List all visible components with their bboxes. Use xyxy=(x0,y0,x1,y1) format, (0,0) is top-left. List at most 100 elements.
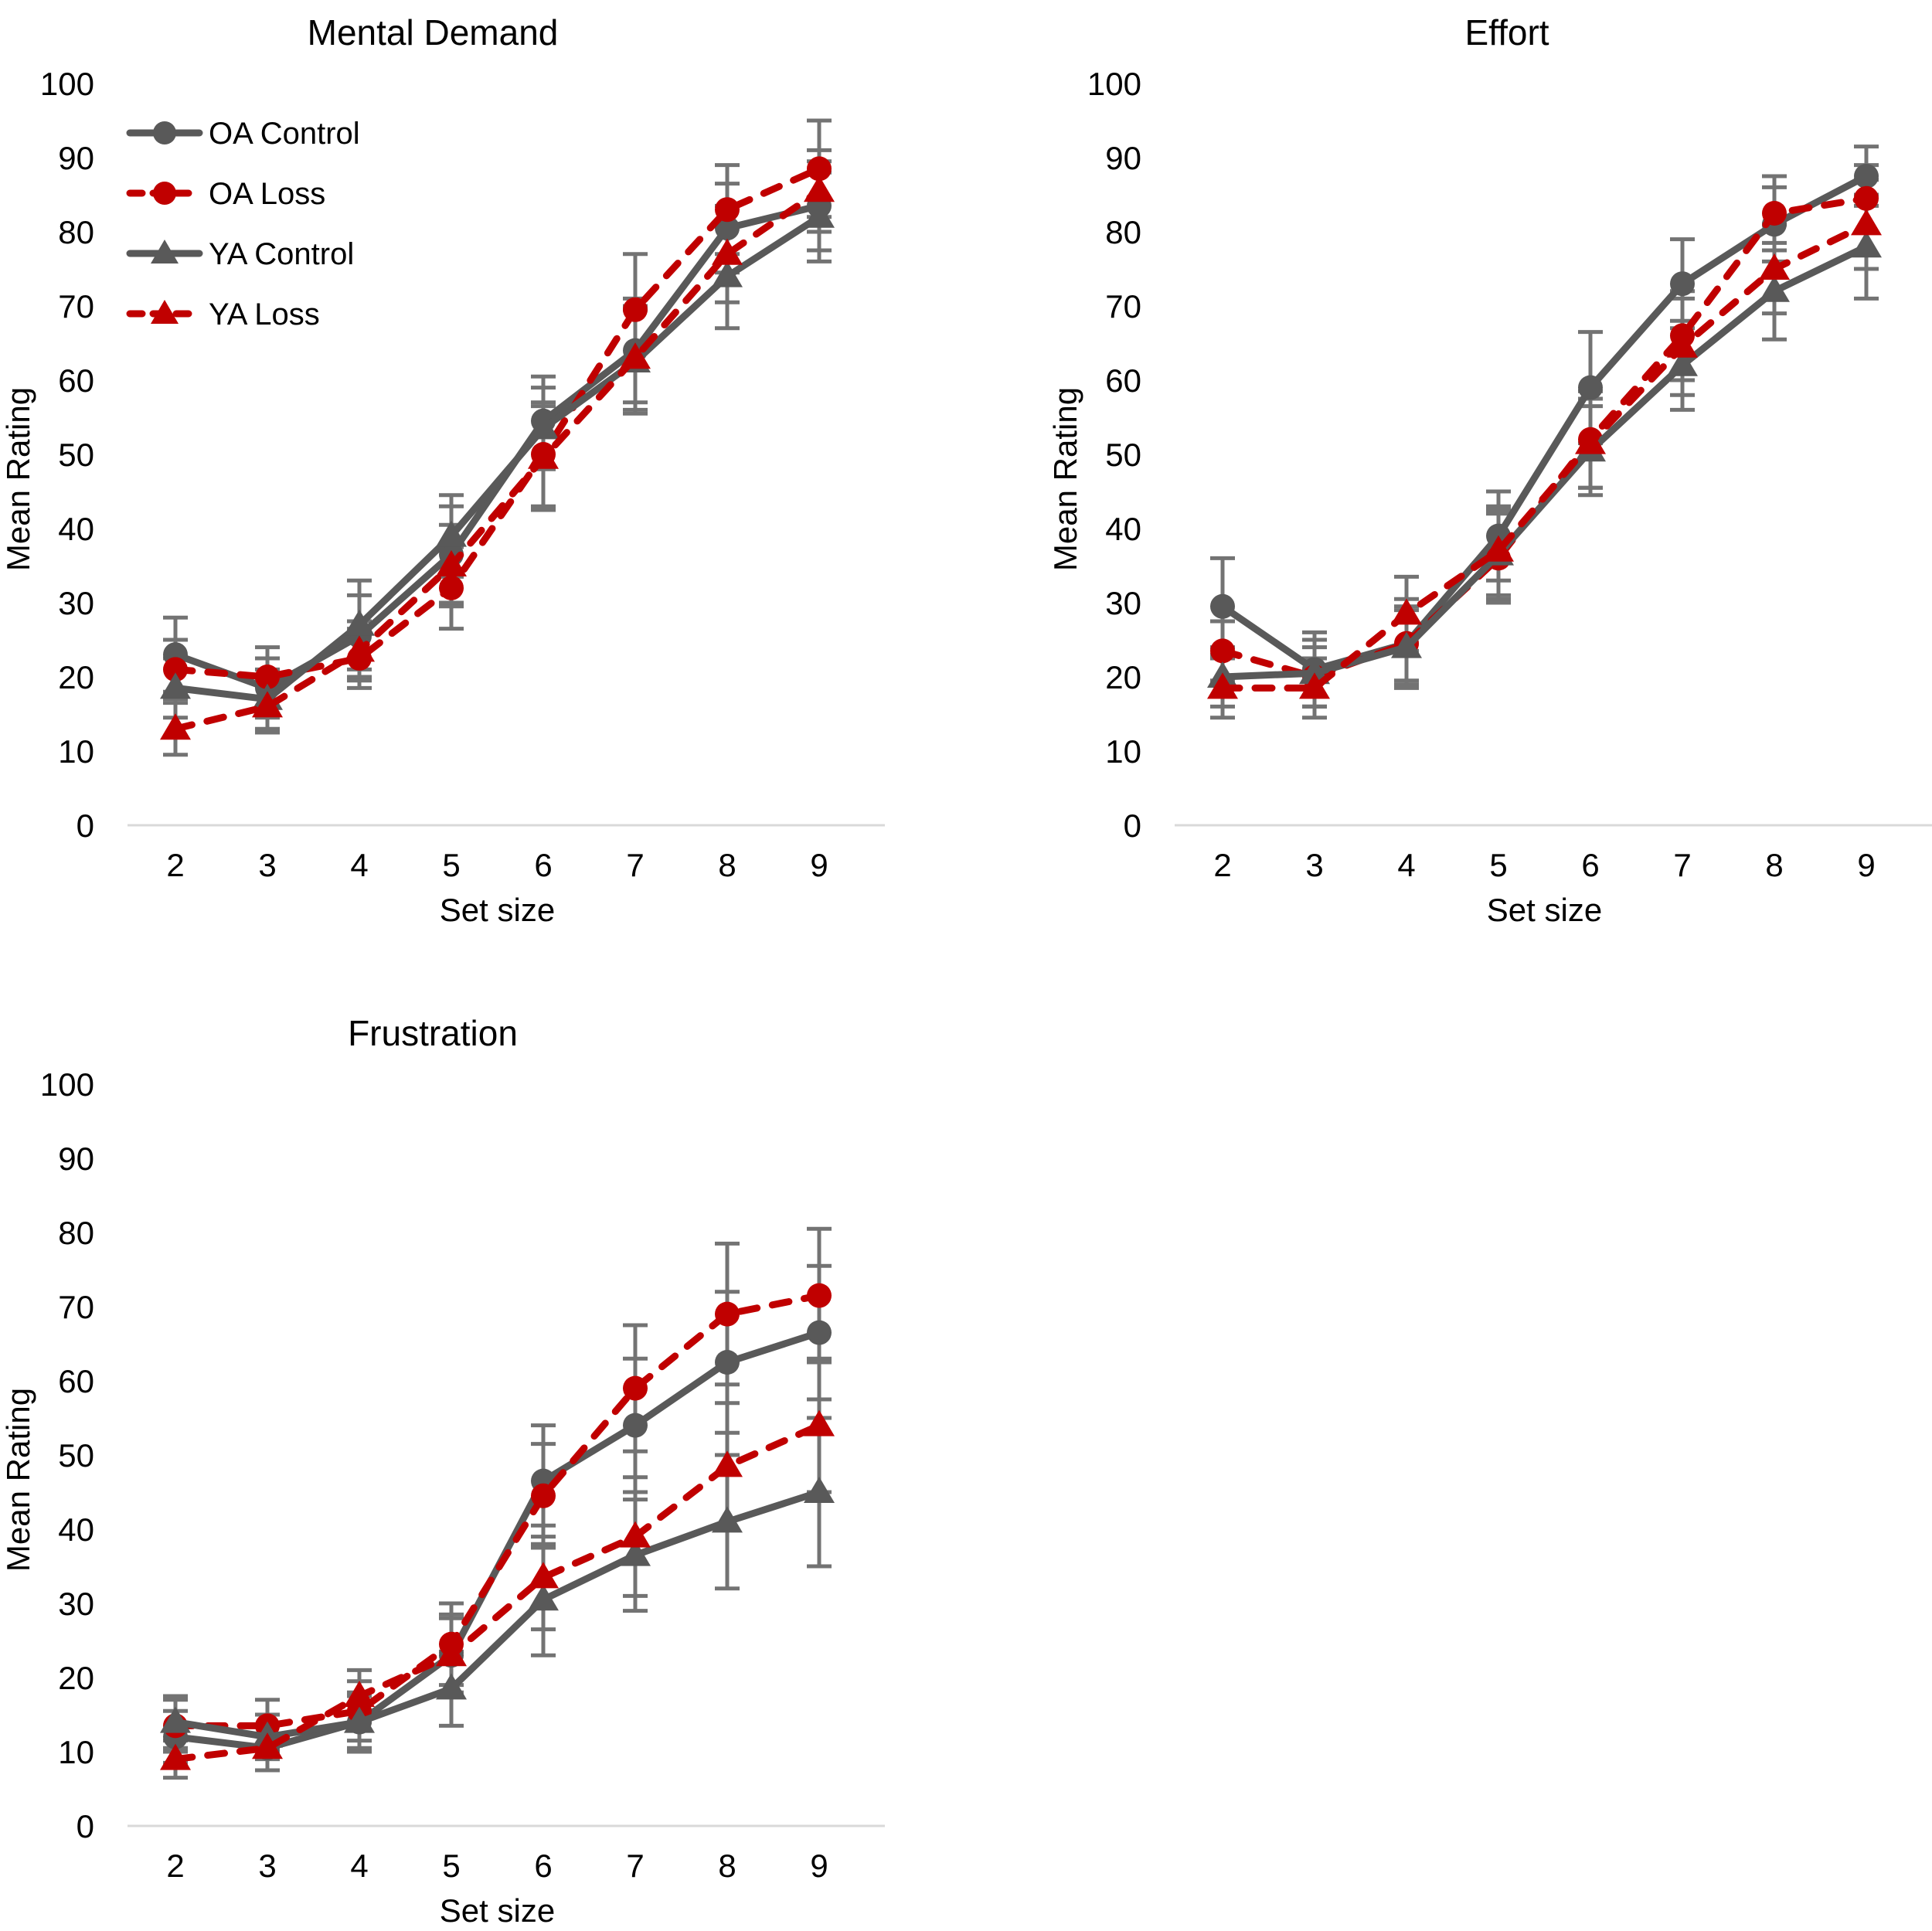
y-tick-label: 20 xyxy=(58,1660,94,1696)
marker-oa-loss-set-9 xyxy=(1854,185,1879,211)
x-axis-title: Set size xyxy=(440,892,555,928)
y-tick-label: 20 xyxy=(1105,659,1141,695)
series-line-oa-loss xyxy=(172,165,823,681)
chart-effort: Effort 0 10 20 30 40 50 60 70 80 90 100 Mean Rating 2… xyxy=(1047,0,1932,1001)
marker-ya-loss-set-9 xyxy=(804,175,835,202)
legend-marker-ya-loss xyxy=(151,300,179,324)
y-tick-label: 80 xyxy=(58,214,94,250)
marker-ya-loss-set-6 xyxy=(528,1562,559,1589)
marker-ya-control-set-4 xyxy=(344,1706,375,1733)
marker-oa-control-set-8 xyxy=(715,216,740,241)
y-tick-label: 50 xyxy=(58,1437,94,1474)
marker-oa-loss-set-8 xyxy=(1762,201,1787,226)
series-line-ya-loss xyxy=(1219,220,1870,692)
series-line-ya-loss xyxy=(172,1422,823,1763)
marker-ya-control-set-6 xyxy=(528,413,559,440)
chart-svg-effort: Effort 0 10 20 30 40 50 60 70 80 90 100 Mean Rating 2… xyxy=(1047,12,1932,928)
marker-ya-control-set-9 xyxy=(1851,231,1882,258)
x-tick-label: 4 xyxy=(350,1848,368,1884)
marker-ya-loss-set-5 xyxy=(436,1640,467,1667)
marker-oa-loss-set-2 xyxy=(1210,638,1235,664)
x-tick-label: 8 xyxy=(718,1848,736,1884)
marker-ya-loss-set-3 xyxy=(252,691,283,718)
x-tick-label: 8 xyxy=(718,847,736,883)
marker-ya-control-set-2 xyxy=(160,672,191,699)
y-tick-label: 50 xyxy=(1105,437,1141,473)
marker-ya-loss-set-2 xyxy=(1207,672,1238,699)
chart-frustration: Frustration 0 10 20 30 40 50 60 70 80 90 100 Mean Ra… xyxy=(0,1001,966,1931)
series-line-oa-control xyxy=(172,202,823,692)
marker-ya-loss-set-4 xyxy=(344,1681,375,1707)
x-tick-label: 5 xyxy=(1489,847,1507,883)
chart-title: Effort xyxy=(1464,12,1549,53)
marker-ya-loss-set-5 xyxy=(1483,535,1514,562)
x-tick-label: 5 xyxy=(442,847,460,883)
series-line-oa-loss xyxy=(172,1292,823,1729)
marker-oa-control-set-9 xyxy=(807,1320,832,1345)
series-line-ya-control xyxy=(172,1488,823,1741)
x-tick-label: 3 xyxy=(258,1848,276,1884)
marker-ya-loss-set-9 xyxy=(1851,209,1882,236)
y-tick-label: 30 xyxy=(58,585,94,621)
legend-marker-oa-control xyxy=(153,121,176,144)
marker-ya-loss-set-2 xyxy=(160,1743,191,1770)
x-tick-label: 2 xyxy=(166,847,184,883)
y-tick-label: 70 xyxy=(1105,288,1141,325)
legend-label-ya-control: YA Control xyxy=(209,237,354,271)
x-axis-title: Set size xyxy=(1487,892,1602,928)
y-tick-label: 50 xyxy=(58,437,94,473)
marker-oa-loss-set-7 xyxy=(623,297,648,322)
marker-oa-loss-set-6 xyxy=(531,1483,556,1508)
legend-label-oa-loss: OA Loss xyxy=(209,177,325,211)
x-tick-label: 2 xyxy=(166,1848,184,1884)
marker-ya-control-set-9 xyxy=(804,201,835,228)
chart-svg-mental-demand: Mental Demand 0 10 20 30 40 50 60 70 80 90 100 Mean … xyxy=(0,12,885,928)
marker-ya-loss-set-8 xyxy=(712,1450,743,1477)
marker-oa-loss-set-9 xyxy=(807,1283,832,1308)
chart-title: Mental Demand xyxy=(308,12,559,53)
marker-ya-loss-set-8 xyxy=(1759,253,1790,280)
x-tick-label: 4 xyxy=(1397,847,1415,883)
y-tick-label: 80 xyxy=(58,1215,94,1251)
marker-ya-loss-set-5 xyxy=(436,550,467,576)
legend-marker-ya-control xyxy=(151,240,179,263)
legend-item-oa-loss: OA Loss xyxy=(126,177,325,211)
y-tick-label: 100 xyxy=(40,1066,94,1103)
y-tick-label: 10 xyxy=(1105,733,1141,770)
marker-oa-loss-set-8 xyxy=(715,197,740,223)
y-axis-title: Mean Rating xyxy=(0,387,36,571)
y-axis-title: Mean Rating xyxy=(1047,387,1083,571)
marker-oa-control-set-8 xyxy=(715,1350,740,1375)
marker-oa-loss-set-5 xyxy=(439,575,464,600)
y-tick-label: 90 xyxy=(1105,140,1141,176)
y-tick-label: 100 xyxy=(1087,66,1141,102)
marker-ya-loss-set-8 xyxy=(712,238,743,265)
y-tick-label: 20 xyxy=(58,659,94,695)
chart-mental-demand: Mental Demand 0 10 20 30 40 50 60 70 80 90 100 Mean … xyxy=(0,0,966,1001)
marker-ya-control-set-5 xyxy=(436,520,467,547)
y-tick-label: 10 xyxy=(58,733,94,770)
marker-ya-control-set-6 xyxy=(528,1584,559,1611)
y-tick-label: 70 xyxy=(58,288,94,325)
marker-oa-control-set-2 xyxy=(1210,593,1235,619)
marker-ya-control-set-8 xyxy=(712,1506,743,1533)
x-tick-label: 7 xyxy=(1673,847,1691,883)
y-tick-label: 40 xyxy=(58,511,94,547)
y-tick-label: 40 xyxy=(1105,511,1141,547)
marker-ya-control-set-8 xyxy=(712,260,743,287)
legend-item-ya-loss: YA Loss xyxy=(126,297,320,331)
x-tick-label: 5 xyxy=(442,1848,460,1884)
marker-oa-control-set-7 xyxy=(1670,271,1695,297)
y-tick-label: 0 xyxy=(77,807,94,844)
marker-ya-control-set-4 xyxy=(1391,631,1422,658)
x-tick-label: 3 xyxy=(258,847,276,883)
x-tick-label: 7 xyxy=(626,847,644,883)
marker-ya-control-set-8 xyxy=(1759,275,1790,302)
marker-oa-loss-set-7 xyxy=(623,1375,648,1401)
marker-ya-loss-set-4 xyxy=(344,635,375,662)
y-tick-label: 70 xyxy=(58,1289,94,1325)
y-tick-label: 30 xyxy=(1105,585,1141,621)
marker-oa-control-set-9 xyxy=(1854,164,1879,189)
y-tick-label: 60 xyxy=(58,1363,94,1399)
marker-ya-control-set-7 xyxy=(620,1539,651,1566)
